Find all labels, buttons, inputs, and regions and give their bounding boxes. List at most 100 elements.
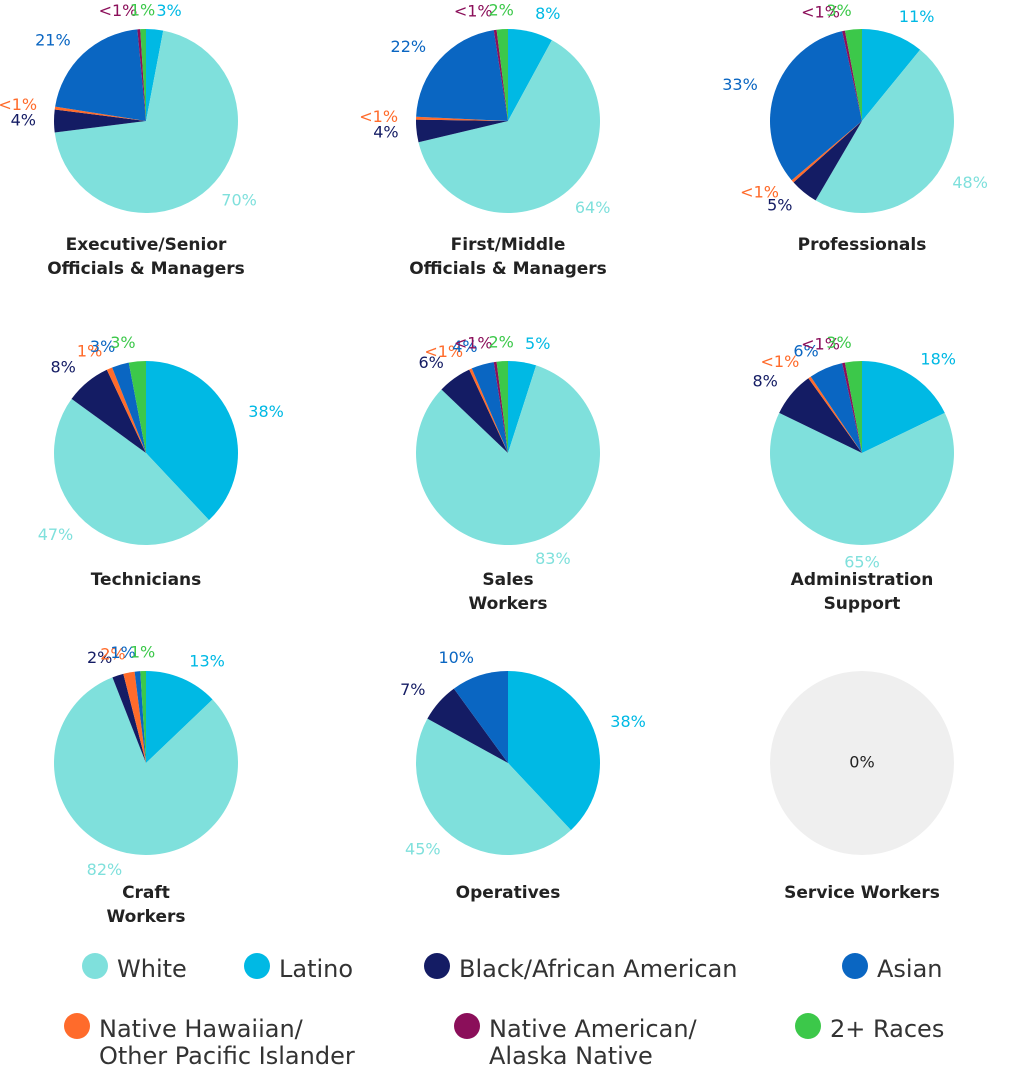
pie-slice bbox=[493, 29, 508, 121]
pie-slice bbox=[844, 29, 862, 121]
pie-slice bbox=[123, 671, 146, 763]
data-label: 64% bbox=[575, 198, 611, 217]
data-label: 1% bbox=[110, 643, 135, 662]
data-label: 48% bbox=[952, 173, 988, 192]
pie-slice bbox=[146, 671, 213, 763]
legend-swatch bbox=[64, 1013, 90, 1039]
pie-slice bbox=[418, 40, 600, 214]
data-label: 82% bbox=[87, 860, 123, 879]
pie-slice bbox=[146, 361, 239, 521]
data-label: 3% bbox=[156, 1, 181, 20]
data-label: 22% bbox=[391, 37, 427, 56]
pie-slice bbox=[770, 31, 862, 181]
pie-slice bbox=[810, 363, 862, 453]
pie-slice bbox=[134, 671, 146, 763]
pie-slice bbox=[862, 29, 921, 121]
pie-slice bbox=[416, 119, 508, 143]
data-label: 65% bbox=[844, 553, 880, 572]
pie-slice bbox=[508, 671, 601, 831]
data-label: <1% bbox=[801, 3, 840, 22]
data-label: 3% bbox=[110, 333, 135, 352]
pie-title: Sales bbox=[482, 570, 533, 590]
data-label: <1% bbox=[454, 2, 493, 21]
pie-slice bbox=[54, 109, 146, 133]
data-label: <1% bbox=[359, 107, 398, 126]
data-label: 11% bbox=[899, 7, 935, 26]
legend-label: Native American/ bbox=[489, 1015, 698, 1043]
pie-slice bbox=[53, 677, 238, 855]
pie-slice bbox=[146, 29, 164, 121]
pie-title: Executive/Senior bbox=[66, 235, 227, 255]
data-label: 83% bbox=[535, 549, 571, 568]
pie-slice bbox=[469, 368, 508, 453]
data-label: 18% bbox=[920, 349, 956, 368]
data-label: <1% bbox=[740, 183, 779, 202]
pie-title: Service Workers bbox=[784, 883, 940, 903]
pie-slice bbox=[112, 673, 146, 763]
pie-slice bbox=[112, 362, 146, 453]
pie-slice bbox=[471, 362, 508, 453]
pie-slice bbox=[71, 369, 146, 453]
pie-title: Operatives bbox=[456, 883, 561, 903]
data-label: 38% bbox=[610, 712, 646, 731]
pie-slice bbox=[54, 106, 146, 121]
pie-slice bbox=[53, 398, 209, 546]
data-label: 7% bbox=[400, 680, 425, 699]
pie-slice bbox=[427, 688, 508, 763]
pie-slice bbox=[416, 116, 508, 121]
pie-slice bbox=[844, 361, 862, 453]
data-label: <1% bbox=[0, 95, 37, 114]
pie-slice bbox=[106, 367, 146, 453]
pie-slice bbox=[415, 718, 571, 856]
total-label: 0% bbox=[849, 753, 874, 772]
pie-slice bbox=[791, 121, 862, 183]
pie-title: Support bbox=[824, 594, 901, 614]
data-label: 1% bbox=[77, 342, 102, 361]
data-label: 13% bbox=[189, 651, 225, 670]
pie-slice bbox=[508, 361, 537, 453]
pie-title: Craft bbox=[122, 883, 170, 903]
data-label: 8% bbox=[50, 358, 75, 377]
data-label: 6% bbox=[419, 353, 444, 372]
pie-slice bbox=[842, 362, 862, 453]
data-label: 3% bbox=[826, 1, 851, 20]
data-label: <1% bbox=[454, 334, 493, 353]
pie-slice bbox=[496, 361, 508, 453]
legend-swatch bbox=[842, 953, 868, 979]
legend-label: Native Hawaiian/ bbox=[99, 1015, 304, 1043]
pie-slice bbox=[453, 671, 508, 763]
data-label: 4% bbox=[11, 111, 36, 130]
data-label: 6% bbox=[793, 341, 818, 360]
pie-slice bbox=[416, 30, 508, 122]
legend-label: Latino bbox=[279, 955, 353, 983]
pie-slice bbox=[862, 361, 945, 453]
legend-label: Other Pacific Islander bbox=[99, 1042, 355, 1070]
data-label: 4% bbox=[452, 337, 477, 356]
data-label: 70% bbox=[221, 191, 257, 210]
data-label: <1% bbox=[99, 1, 138, 20]
pie-title: First/Middle bbox=[451, 235, 566, 255]
legend-label: Alaska Native bbox=[489, 1042, 653, 1070]
pie-title: Workers bbox=[468, 594, 547, 614]
pie-title: Officials & Managers bbox=[409, 259, 607, 279]
data-label: 45% bbox=[405, 839, 441, 858]
pie-slice bbox=[55, 29, 146, 122]
pie-slice bbox=[842, 30, 862, 121]
pie-title: Officials & Managers bbox=[47, 259, 245, 279]
legend-label: Asian bbox=[877, 955, 943, 983]
legend-label: 2+ Races bbox=[830, 1015, 944, 1043]
data-label: 47% bbox=[38, 525, 74, 544]
data-label: 8% bbox=[752, 372, 777, 391]
legend-swatch bbox=[454, 1013, 480, 1039]
pie-slice bbox=[770, 412, 955, 546]
data-label: 2% bbox=[488, 1, 513, 20]
pie-slice bbox=[815, 49, 955, 214]
pie-slice bbox=[808, 376, 862, 453]
data-label: 5% bbox=[525, 334, 550, 353]
data-label: 21% bbox=[35, 30, 71, 49]
legend-swatch bbox=[795, 1013, 821, 1039]
data-label: <1% bbox=[760, 352, 799, 371]
data-label: <1% bbox=[801, 335, 840, 354]
pie-slice bbox=[140, 29, 146, 121]
